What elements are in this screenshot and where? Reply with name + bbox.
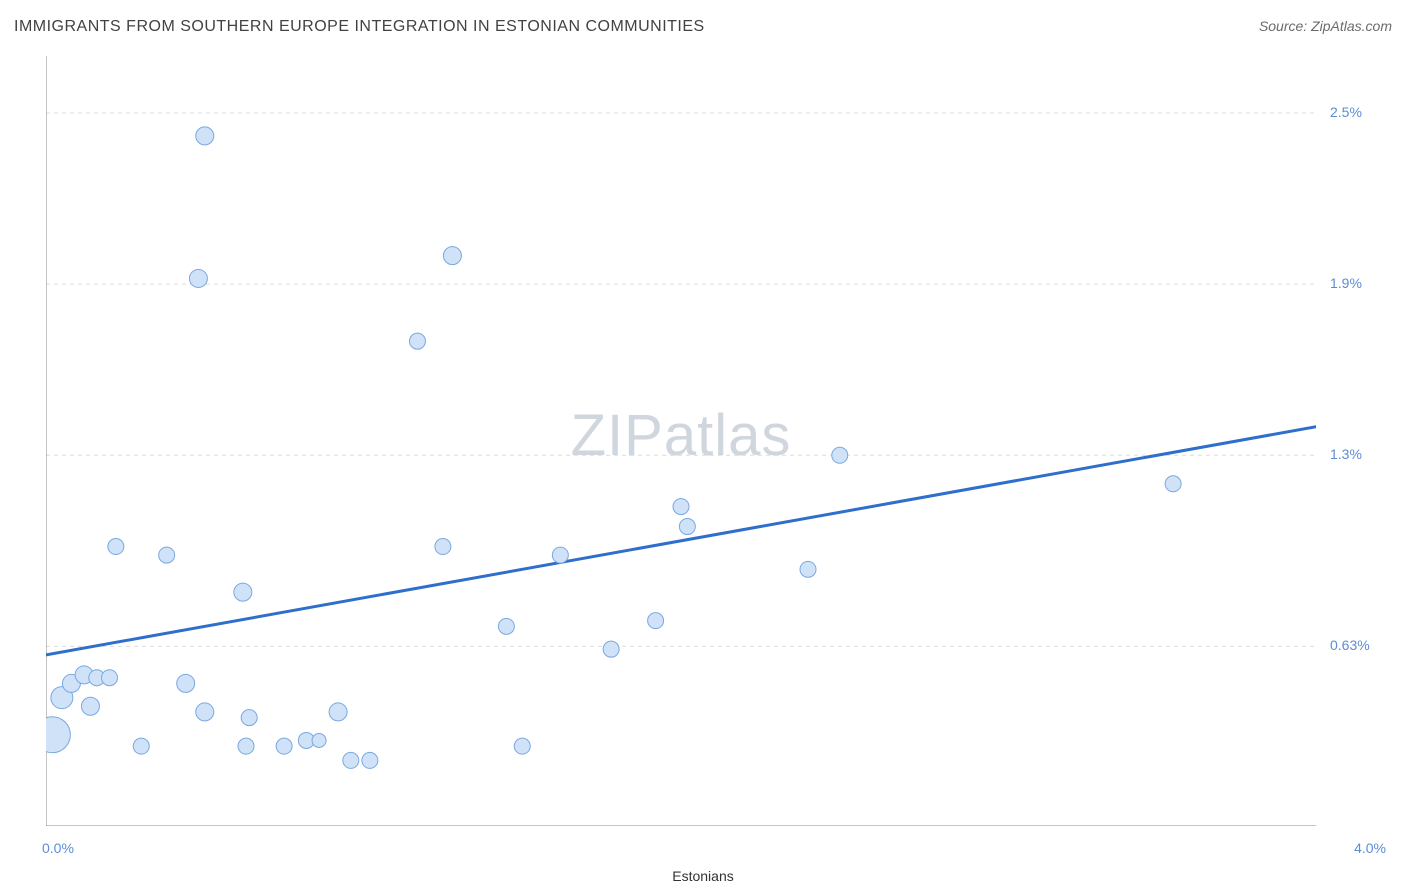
y-tick-label: 1.9%: [1330, 275, 1362, 291]
scatter-plot: ZIPatlas: [46, 56, 1316, 826]
y-tick-label: 0.63%: [1330, 637, 1370, 653]
y-tick-label: 1.3%: [1330, 446, 1362, 462]
x-min-label: 0.0%: [42, 840, 74, 856]
page-title: IMMIGRANTS FROM SOUTHERN EUROPE INTEGRAT…: [14, 18, 705, 35]
chart-svg: [46, 56, 1316, 826]
y-tick-label: 2.5%: [1330, 104, 1362, 120]
x-axis-title: Estonians: [672, 868, 733, 884]
x-max-label: 4.0%: [1354, 840, 1386, 856]
source-label: Source: ZipAtlas.com: [1259, 18, 1392, 34]
